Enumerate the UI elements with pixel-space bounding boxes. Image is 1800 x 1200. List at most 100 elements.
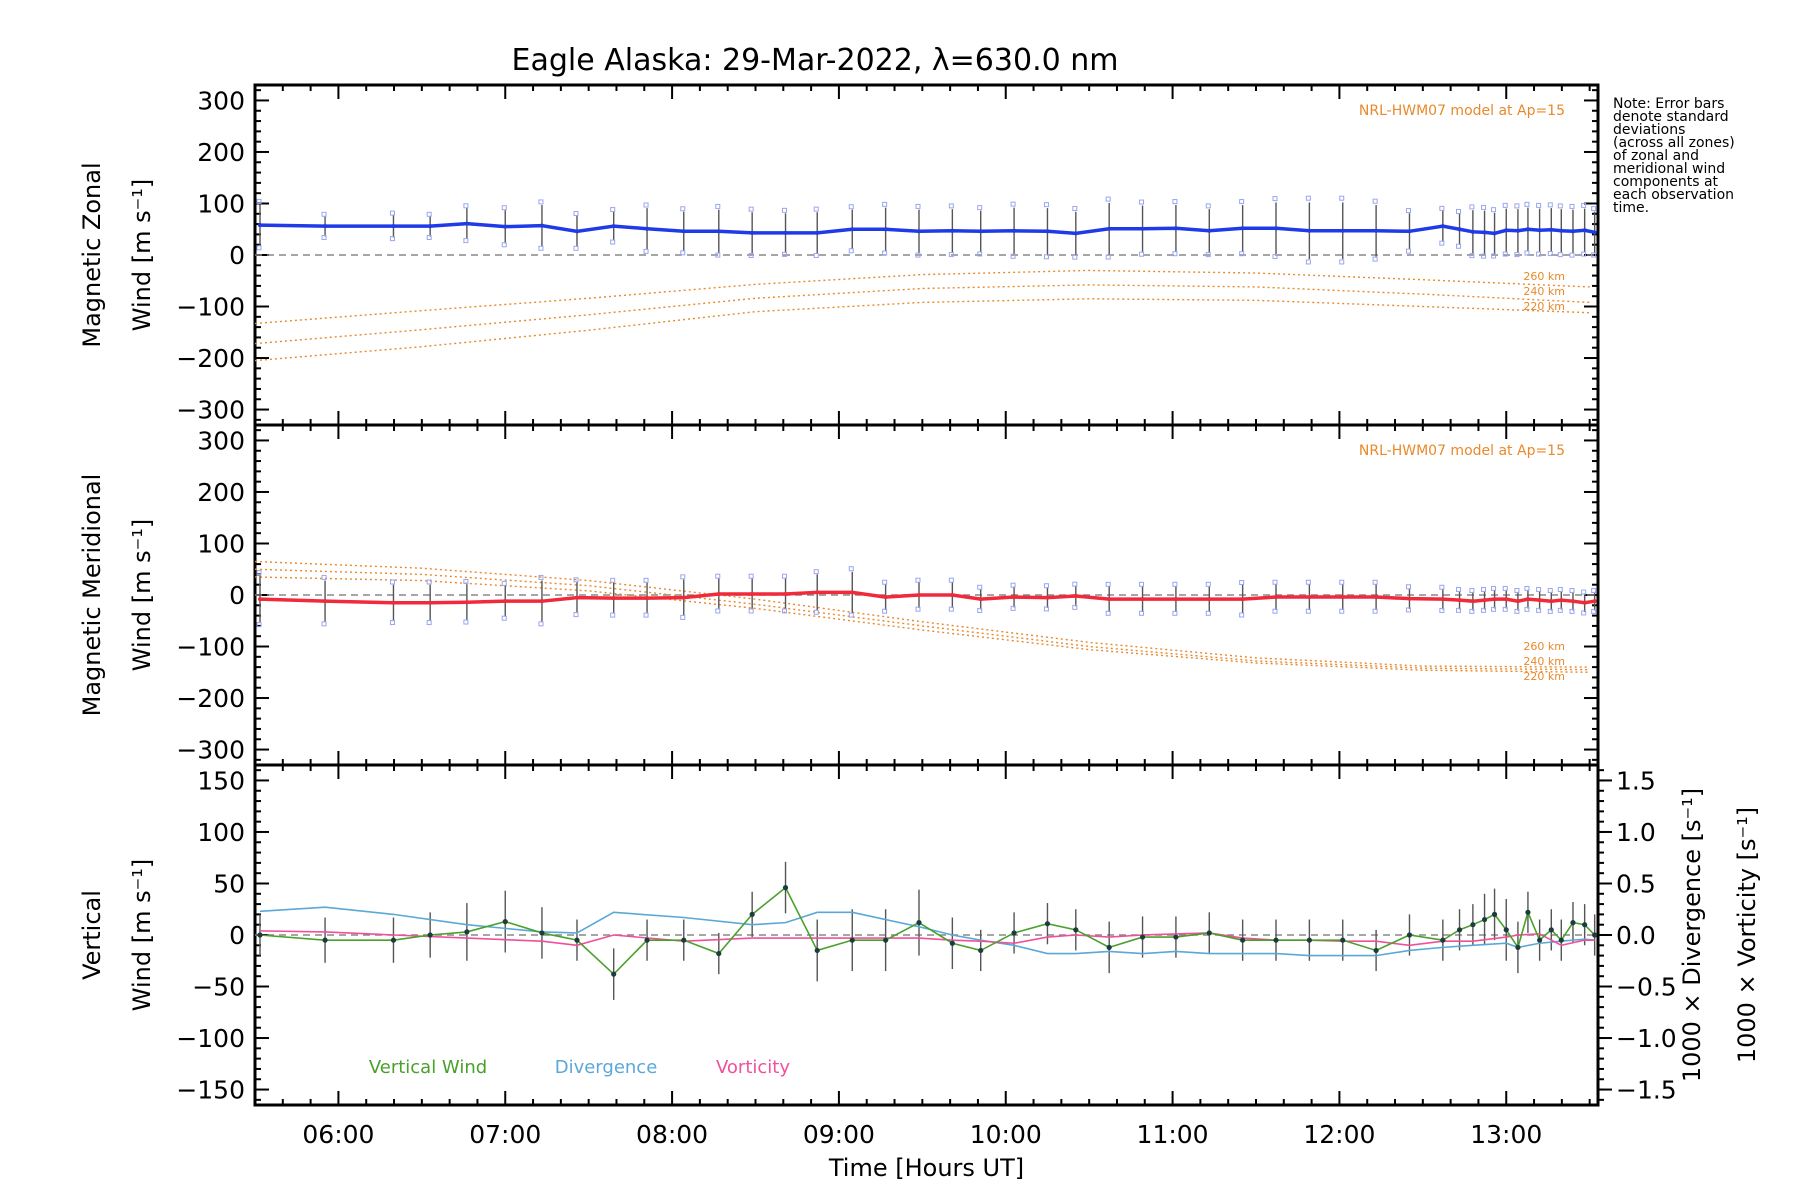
y2-tick-label: 0.0 bbox=[1616, 921, 1656, 950]
vertical-point bbox=[1440, 937, 1446, 943]
zone-marker bbox=[1502, 251, 1508, 257]
zone-marker bbox=[1139, 199, 1145, 205]
y-axis-label: Magnetic Meridional bbox=[78, 474, 106, 717]
meridional-point bbox=[815, 590, 820, 595]
zone-marker bbox=[1305, 579, 1311, 585]
zone-marker bbox=[748, 253, 754, 259]
y-tick-label: 200 bbox=[197, 478, 245, 507]
zone-marker bbox=[643, 612, 649, 618]
zone-marker bbox=[1502, 606, 1508, 612]
vertical-point bbox=[1456, 927, 1463, 933]
zone-marker bbox=[256, 569, 262, 575]
zone-marker bbox=[321, 234, 327, 240]
zone-marker bbox=[915, 606, 921, 612]
zone-marker bbox=[1581, 610, 1587, 616]
zone-marker bbox=[1339, 195, 1345, 201]
y-tick-label: −50 bbox=[192, 973, 245, 1002]
meridional-point bbox=[428, 600, 433, 605]
legend-entry: Vertical Wind bbox=[369, 1057, 487, 1078]
y-tick-label: −200 bbox=[176, 684, 245, 713]
zone-marker bbox=[977, 251, 983, 257]
zone-marker bbox=[1405, 208, 1411, 214]
zone-marker bbox=[848, 248, 854, 254]
zone-marker bbox=[1591, 608, 1597, 614]
zone-marker bbox=[1043, 583, 1049, 589]
zone-marker bbox=[1172, 581, 1178, 587]
zone-marker bbox=[1172, 251, 1178, 257]
zone-marker bbox=[977, 584, 983, 590]
y-axis-label: Vertical bbox=[78, 890, 106, 980]
zone-marker bbox=[1456, 243, 1462, 249]
zonal-point bbox=[464, 221, 469, 226]
meridional-point bbox=[464, 600, 469, 605]
meridional-point bbox=[1140, 597, 1145, 602]
vertical-point bbox=[1558, 937, 1564, 943]
meridional-point bbox=[1549, 599, 1554, 604]
zone-marker bbox=[1591, 588, 1597, 594]
zone-marker bbox=[1372, 256, 1378, 262]
zone-marker bbox=[573, 245, 579, 251]
vertical-point bbox=[814, 947, 820, 954]
zone-marker bbox=[1239, 251, 1245, 257]
zone-marker bbox=[848, 566, 854, 572]
zone-marker bbox=[948, 577, 954, 583]
zone-marker bbox=[1405, 248, 1411, 254]
model-curve bbox=[254, 560, 1590, 668]
zonal-point bbox=[916, 229, 921, 234]
model-altitude-label: 220 km bbox=[1523, 300, 1565, 313]
zone-marker bbox=[426, 234, 432, 240]
zonal-point bbox=[1012, 228, 1017, 233]
zonal-point bbox=[883, 227, 888, 232]
vertical-point bbox=[1470, 922, 1476, 928]
vertical-point bbox=[1570, 920, 1576, 926]
zonal-point bbox=[1525, 227, 1530, 232]
model-curve bbox=[254, 269, 1590, 325]
zone-marker bbox=[782, 207, 788, 213]
zone-marker bbox=[715, 608, 721, 614]
y-tick-label: 0 bbox=[229, 581, 245, 610]
zonal-point bbox=[850, 227, 855, 232]
vertical-point bbox=[644, 937, 650, 943]
zonal-point bbox=[1482, 230, 1487, 235]
zone-marker bbox=[1547, 251, 1553, 257]
meridional-point bbox=[391, 600, 396, 605]
zone-marker bbox=[610, 612, 616, 618]
zone-marker bbox=[1536, 251, 1542, 257]
y2-divergence-label: 1000 × Divergence [s⁻¹] bbox=[1678, 788, 1706, 1082]
zone-marker bbox=[1139, 610, 1145, 616]
zone-marker bbox=[1272, 608, 1278, 614]
zonal-point bbox=[258, 223, 263, 228]
x-tick-label: 13:00 bbox=[1470, 1120, 1542, 1149]
y-tick-label: 100 bbox=[197, 529, 245, 558]
zone-marker bbox=[1456, 208, 1462, 214]
zone-marker bbox=[882, 250, 888, 256]
model-altitude-label: 220 km bbox=[1523, 670, 1565, 683]
vertical-point bbox=[1044, 921, 1051, 927]
zone-marker bbox=[1524, 201, 1530, 207]
meridional-point bbox=[645, 596, 650, 601]
panel-vertical: 150 100 50 0 −50 −100 −150 Vertical Wind [m s⁻¹]… bbox=[78, 763, 1761, 1182]
note-line: deviations bbox=[1613, 122, 1685, 138]
zone-marker bbox=[1547, 608, 1553, 614]
zonal-point bbox=[681, 229, 686, 234]
y2-tick-label: −0.5 bbox=[1616, 973, 1677, 1002]
zone-marker bbox=[1172, 610, 1178, 616]
x-tick-label: 11:00 bbox=[1137, 1120, 1209, 1149]
zone-marker bbox=[1547, 202, 1553, 208]
zonal-point bbox=[391, 224, 396, 229]
vertical-wind-line bbox=[259, 886, 1596, 976]
vertical-point bbox=[322, 937, 328, 943]
zone-marker bbox=[1205, 252, 1211, 258]
zone-marker bbox=[1339, 579, 1345, 585]
y-tick-label: −100 bbox=[176, 293, 245, 322]
y-tick-label: −300 bbox=[176, 736, 245, 765]
zone-marker bbox=[389, 210, 395, 216]
note-line: each observation bbox=[1613, 187, 1734, 203]
y-tick-label: −100 bbox=[176, 1024, 245, 1053]
zonal-point bbox=[503, 224, 508, 229]
zone-marker bbox=[1524, 585, 1530, 591]
y-tick-label: 0 bbox=[229, 921, 245, 950]
zone-marker bbox=[748, 573, 754, 579]
vorticity-line bbox=[259, 930, 1595, 947]
zonal-point bbox=[1140, 226, 1145, 231]
